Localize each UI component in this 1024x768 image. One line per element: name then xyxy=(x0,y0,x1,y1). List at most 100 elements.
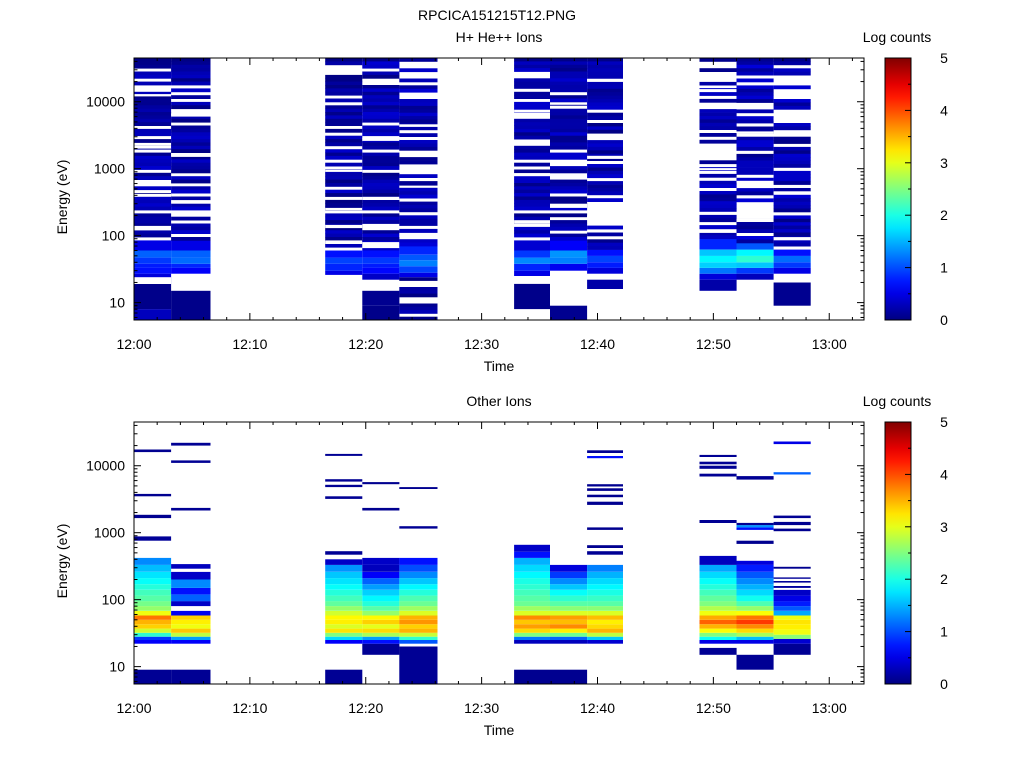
heatmap-cell xyxy=(399,187,438,192)
heatmap-cell xyxy=(171,267,211,274)
empty-bin xyxy=(325,207,363,211)
heatmap-cell xyxy=(362,643,400,655)
time-column xyxy=(550,564,588,684)
heatmap-cell xyxy=(587,191,623,196)
heatmap-cell xyxy=(587,640,623,644)
heatmap-cell xyxy=(736,78,774,83)
heatmap-cell xyxy=(362,172,400,177)
heatmap-cell xyxy=(699,461,737,465)
heatmap-cell xyxy=(550,237,588,241)
heatmap-cell xyxy=(699,584,737,590)
heatmap-cell xyxy=(325,88,363,93)
heatmap-cell xyxy=(587,150,623,155)
time-column xyxy=(171,58,211,320)
heatmap-cell xyxy=(587,615,623,620)
heatmap-cell xyxy=(773,198,811,202)
heatmap-cell xyxy=(399,578,438,585)
colorbar: Log counts 0 1 2 3 4 5 xyxy=(863,393,948,692)
heatmap-cell xyxy=(325,58,363,62)
heatmap-cell xyxy=(171,571,211,580)
heatmap-cell xyxy=(736,88,774,93)
heatmap-cell xyxy=(550,199,588,204)
heatmap-cell xyxy=(587,174,623,179)
heatmap-cell xyxy=(171,619,211,625)
heatmap-cell xyxy=(325,105,363,110)
heatmap-cell xyxy=(736,160,774,165)
heatmap-cell xyxy=(325,263,363,271)
heatmap-cell xyxy=(171,176,211,180)
heatmap-cell xyxy=(399,306,438,311)
heatmap-cell xyxy=(587,71,623,76)
panel-title: Other Ions xyxy=(466,393,531,409)
heatmap-cell xyxy=(736,525,774,528)
heatmap-cell xyxy=(134,74,172,79)
heatmap-cell xyxy=(362,85,400,89)
heatmap-cell xyxy=(325,128,363,133)
heatmap-cell xyxy=(171,640,211,644)
time-column xyxy=(773,58,811,306)
heatmap-cell xyxy=(773,634,811,639)
heatmap-cell xyxy=(362,564,400,572)
heatmap-cell xyxy=(699,160,737,165)
heatmap-cell xyxy=(550,74,588,79)
heatmap-cell xyxy=(399,636,438,640)
heatmap-cell xyxy=(587,601,623,607)
heatmap-cell xyxy=(399,191,438,196)
heatmap-cell xyxy=(514,606,550,611)
heatmap-cell xyxy=(134,112,172,116)
heatmap-cell xyxy=(325,74,363,79)
empty-bin xyxy=(399,185,438,188)
colorbar-tick-label: 2 xyxy=(940,571,948,587)
heatmap-cell xyxy=(325,669,363,684)
heatmap-cell xyxy=(134,216,172,221)
time-column xyxy=(134,58,172,320)
heatmap-cell xyxy=(171,263,211,268)
heatmap-cell xyxy=(399,589,438,596)
heatmap-cell xyxy=(514,95,550,99)
heatmap-cell xyxy=(171,95,211,99)
time-column xyxy=(514,544,550,684)
heatmap-cell xyxy=(399,146,438,151)
heatmap-cell xyxy=(399,88,438,93)
heatmap-cell xyxy=(514,128,550,133)
heatmap-cell xyxy=(171,68,211,72)
heatmap-cell xyxy=(736,242,774,250)
heatmap-cell xyxy=(736,109,774,114)
x-tick-label: 12:30 xyxy=(464,336,499,352)
heatmap-cell xyxy=(514,149,550,153)
heatmap-cell xyxy=(514,551,550,558)
heatmap-cell xyxy=(514,578,550,585)
heatmap-cell xyxy=(134,240,172,251)
heatmap-cell xyxy=(699,465,737,469)
heatmap-cell xyxy=(550,636,588,640)
heatmap-cell xyxy=(325,139,363,143)
time-column xyxy=(362,58,400,320)
heatmap-cell xyxy=(325,203,363,207)
heatmap-cell xyxy=(550,564,588,572)
heatmap-cell xyxy=(587,246,623,250)
heatmap-cell xyxy=(773,521,811,526)
heatmap-cell xyxy=(736,191,774,196)
heatmap-cell xyxy=(587,198,623,202)
heatmap-cell xyxy=(134,610,172,616)
heatmap-cell xyxy=(325,226,363,231)
heatmap-cell xyxy=(362,615,400,620)
heatmap-cell xyxy=(514,145,550,150)
heatmap-cell xyxy=(399,303,438,308)
heatmap-cell xyxy=(736,225,774,230)
heatmap-cell xyxy=(514,78,550,83)
heatmap-cell xyxy=(550,632,588,637)
heatmap-cell xyxy=(550,68,588,72)
heatmap-cell xyxy=(550,118,588,123)
heatmap-cell xyxy=(699,191,737,195)
heatmap-cell xyxy=(399,102,438,107)
heatmap-cell xyxy=(550,628,588,633)
heatmap-cell xyxy=(134,98,172,103)
empty-bin xyxy=(587,155,623,159)
heatmap-cell xyxy=(399,293,438,298)
heatmap-cell xyxy=(399,287,438,291)
heatmap-cell xyxy=(514,619,550,625)
time-column xyxy=(325,453,363,684)
heatmap-cell xyxy=(550,132,588,137)
heatmap-cell xyxy=(699,589,737,596)
